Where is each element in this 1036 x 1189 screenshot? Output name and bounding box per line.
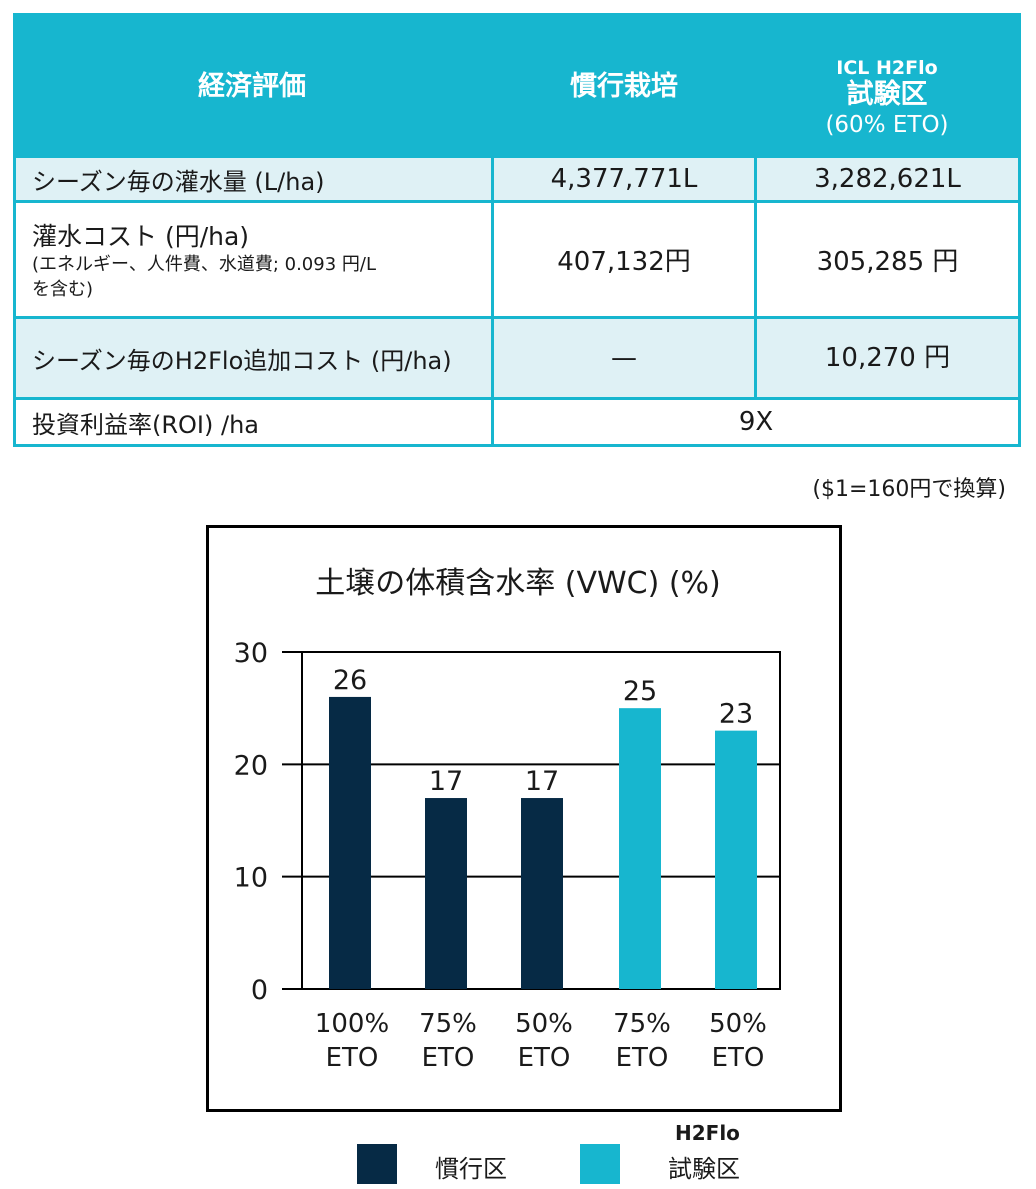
bar-5 (715, 730, 757, 989)
y-tick-label: 0 (251, 975, 268, 1006)
row-irrigation-cost-conventional: 407,132円 (494, 203, 754, 316)
x-tick-label: 75% (419, 1009, 477, 1039)
bar-value-label: 17 (429, 766, 463, 797)
x-tick-label-eto: ETO (616, 1043, 669, 1073)
y-tick-label: 30 (234, 638, 268, 669)
bar-4 (619, 708, 661, 989)
legend-label-trial: 試験区 (668, 1155, 740, 1183)
row-irrigation-cost-trial: 305,285 円 (757, 203, 1018, 316)
x-tick-label-eto: ETO (422, 1043, 475, 1073)
legend-label-trial-brand: H2Flo (675, 1121, 740, 1145)
bar-2 (425, 798, 467, 989)
bar-value-label: 17 (525, 766, 559, 797)
bar-value-label: 26 (333, 665, 367, 696)
exchange-rate-note: ($1=160円で換算) (812, 477, 1006, 502)
x-tick-label: 50% (515, 1009, 573, 1039)
row-irrigation-volume-label: シーズン毎の灌水量 (L/ha) (16, 158, 491, 200)
bar-value-label: 25 (623, 676, 657, 707)
x-tick-label-eto: ETO (326, 1043, 379, 1073)
header-conventional: 慣行栽培 (570, 70, 678, 102)
x-tick-label: 75% (613, 1009, 671, 1039)
x-tick-label-eto: ETO (712, 1043, 765, 1073)
row-h2flo-cost-conventional: — (494, 319, 754, 397)
row-roi-label: 投資利益率(ROI) /ha (16, 400, 491, 444)
x-tick-label-eto: ETO (518, 1043, 571, 1073)
legend-swatch-conventional (357, 1144, 397, 1184)
irrigation-cost-note-1: (エネルギー、人件費、水道費; 0.093 円/L (32, 254, 376, 276)
x-tick-label: 50% (709, 1009, 767, 1039)
row-roi-value: 9X (494, 400, 1018, 444)
irrigation-cost-title: 灌水コスト (円/ha) (32, 222, 250, 252)
x-tick-label: 100% (315, 1009, 389, 1039)
row-irrigation-volume-conventional: 4,377,771L (494, 158, 754, 200)
legend-swatch-trial (580, 1144, 620, 1184)
header-trial-name: 試験区 (846, 79, 928, 111)
bar-1 (329, 696, 371, 989)
y-tick-label: 10 (234, 863, 268, 894)
irrigation-cost-note-2: を含む) (32, 278, 94, 300)
row-irrigation-cost-label: 灌水コスト (円/ha) (エネルギー、人件費、水道費; 0.093 円/L を… (16, 203, 491, 316)
header-trial-eto: (60% ETO) (825, 111, 949, 138)
chart-title: 土壌の体積含水率 (VWC) (%) (315, 566, 721, 601)
row-h2flo-cost-trial: 10,270 円 (757, 319, 1018, 397)
header-economic-eval: 経済評価 (198, 70, 306, 102)
bar-3 (521, 798, 563, 989)
header-trial-brand: ICL H2Flo (836, 56, 938, 79)
y-tick-label: 20 (234, 750, 268, 781)
row-irrigation-volume-trial: 3,282,621L (757, 158, 1018, 200)
row-h2flo-cost-label: シーズン毎のH2Flo追加コスト (円/ha) (16, 319, 491, 397)
economic-table: 経済評価 慣行栽培 ICL H2Flo 試験区 (60% ETO) シーズン毎の… (13, 13, 1021, 447)
bar-value-label: 23 (719, 699, 753, 730)
header-trial: ICL H2Flo 試験区 (60% ETO) (757, 43, 1017, 153)
legend-label-conventional: 慣行区 (435, 1155, 507, 1183)
